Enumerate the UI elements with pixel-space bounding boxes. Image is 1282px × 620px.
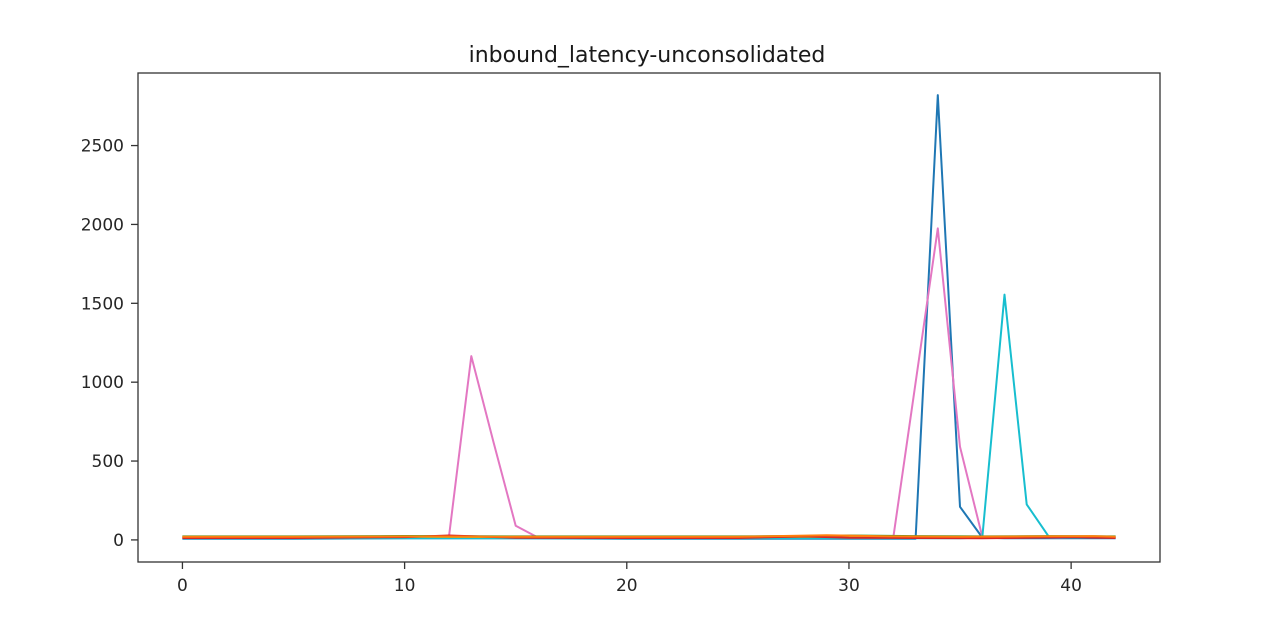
x-tick-label: 30: [838, 576, 860, 596]
ticks-layer: 0 10 20 30 40 0 500 1000 1500 2000 2500: [81, 137, 1082, 596]
series-line-2: [182, 227, 1116, 539]
series-line-3: [182, 293, 1116, 540]
x-tick-label: 40: [1060, 576, 1082, 596]
y-tick-label: 0: [113, 531, 124, 551]
series-line-7: [182, 534, 1116, 538]
y-tick-label: 1000: [81, 373, 124, 393]
x-tick-label: 0: [177, 576, 188, 596]
y-tick-label: 2000: [81, 215, 124, 235]
x-tick-label: 20: [616, 576, 638, 596]
chart-title: inbound_latency-unconsolidated: [469, 43, 826, 68]
y-tick-label: 2500: [81, 137, 124, 157]
series-line-1: [182, 94, 1116, 540]
plot-area-frame: [137, 72, 1161, 563]
series-layer: [182, 94, 1116, 540]
y-tick-label: 500: [92, 452, 124, 472]
x-tick-label: 10: [394, 576, 416, 596]
y-tick-label: 1500: [81, 294, 124, 314]
